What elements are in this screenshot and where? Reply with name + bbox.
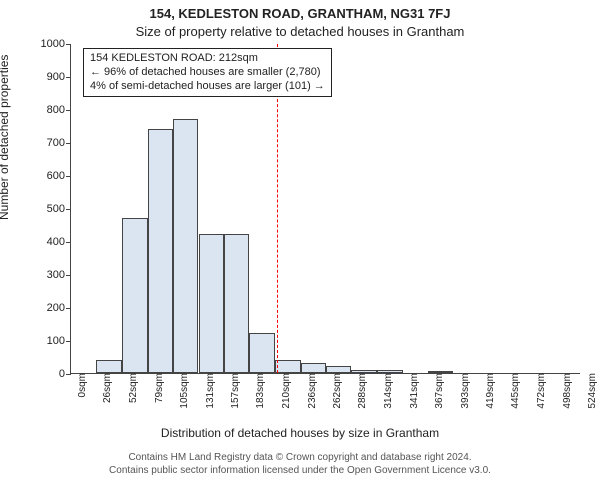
y-tick-label: 400 [47, 236, 71, 248]
y-tick-label: 300 [47, 269, 71, 281]
x-tick-label: 524sqm [581, 373, 598, 409]
x-tick-label: 210sqm [275, 373, 292, 409]
y-tick-label: 500 [47, 203, 71, 215]
x-tick-label: 105sqm [173, 373, 190, 409]
histogram-bar [173, 119, 198, 373]
x-tick-label: 0sqm [71, 373, 88, 397]
x-tick-label: 26sqm [96, 373, 113, 403]
x-axis-label: Distribution of detached houses by size … [0, 426, 600, 440]
histogram-bar [275, 360, 300, 373]
y-tick-label: 0 [59, 368, 71, 380]
annotation-line: 4% of semi-detached houses are larger (1… [90, 80, 325, 94]
x-tick-label: 157sqm [224, 373, 241, 409]
histogram-bar [249, 333, 275, 373]
title-line-1: 154, KEDLESTON ROAD, GRANTHAM, NG31 7FJ [0, 6, 600, 21]
x-tick-label: 341sqm [403, 373, 420, 409]
y-tick-label: 1000 [41, 38, 71, 50]
x-tick-label: 131sqm [199, 373, 216, 409]
histogram-bar [224, 234, 249, 373]
x-tick-label: 393sqm [454, 373, 471, 409]
histogram-bar [96, 360, 121, 373]
y-tick-label: 100 [47, 335, 71, 347]
x-tick-label: 419sqm [479, 373, 496, 409]
title-line-2: Size of property relative to detached ho… [0, 24, 600, 39]
y-tick-label: 700 [47, 137, 71, 149]
histogram-bar [326, 366, 351, 373]
x-tick-label: 367sqm [428, 373, 445, 409]
y-tick-label: 900 [47, 71, 71, 83]
histogram-bar [148, 129, 173, 373]
histogram-bar [301, 363, 326, 373]
x-tick-label: 445sqm [504, 373, 521, 409]
x-tick-label: 183sqm [249, 373, 266, 409]
histogram-bar [351, 370, 376, 373]
annotation-box: 154 KEDLESTON ROAD: 212sqm← 96% of detac… [83, 48, 332, 97]
x-tick-label: 314sqm [377, 373, 394, 409]
x-tick-label: 472sqm [530, 373, 547, 409]
histogram-bar [377, 370, 403, 373]
annotation-line: 154 KEDLESTON ROAD: 212sqm [90, 52, 325, 66]
x-tick-label: 52sqm [122, 373, 139, 403]
x-tick-label: 79sqm [148, 373, 165, 403]
footer-line-1: Contains HM Land Registry data © Crown c… [0, 452, 600, 465]
y-tick-label: 600 [47, 170, 71, 182]
x-tick-label: 262sqm [326, 373, 343, 409]
histogram-bar [428, 371, 453, 373]
histogram-bar [199, 234, 224, 373]
annotation-line: ← 96% of detached houses are smaller (2,… [90, 66, 325, 80]
footer-line-2: Contains public sector information licen… [0, 465, 600, 478]
x-tick-label: 288sqm [351, 373, 368, 409]
footer-attribution: Contains HM Land Registry data © Crown c… [0, 452, 600, 477]
y-axis-label: Number of detached properties [0, 55, 11, 220]
y-tick-label: 200 [47, 302, 71, 314]
x-tick-label: 498sqm [556, 373, 573, 409]
plot-area: 010020030040050060070080090010000sqm26sq… [70, 44, 580, 374]
y-tick-label: 800 [47, 104, 71, 116]
histogram-bar [122, 218, 148, 373]
x-tick-label: 236sqm [301, 373, 318, 409]
chart-page: 154, KEDLESTON ROAD, GRANTHAM, NG31 7FJ … [0, 0, 600, 500]
